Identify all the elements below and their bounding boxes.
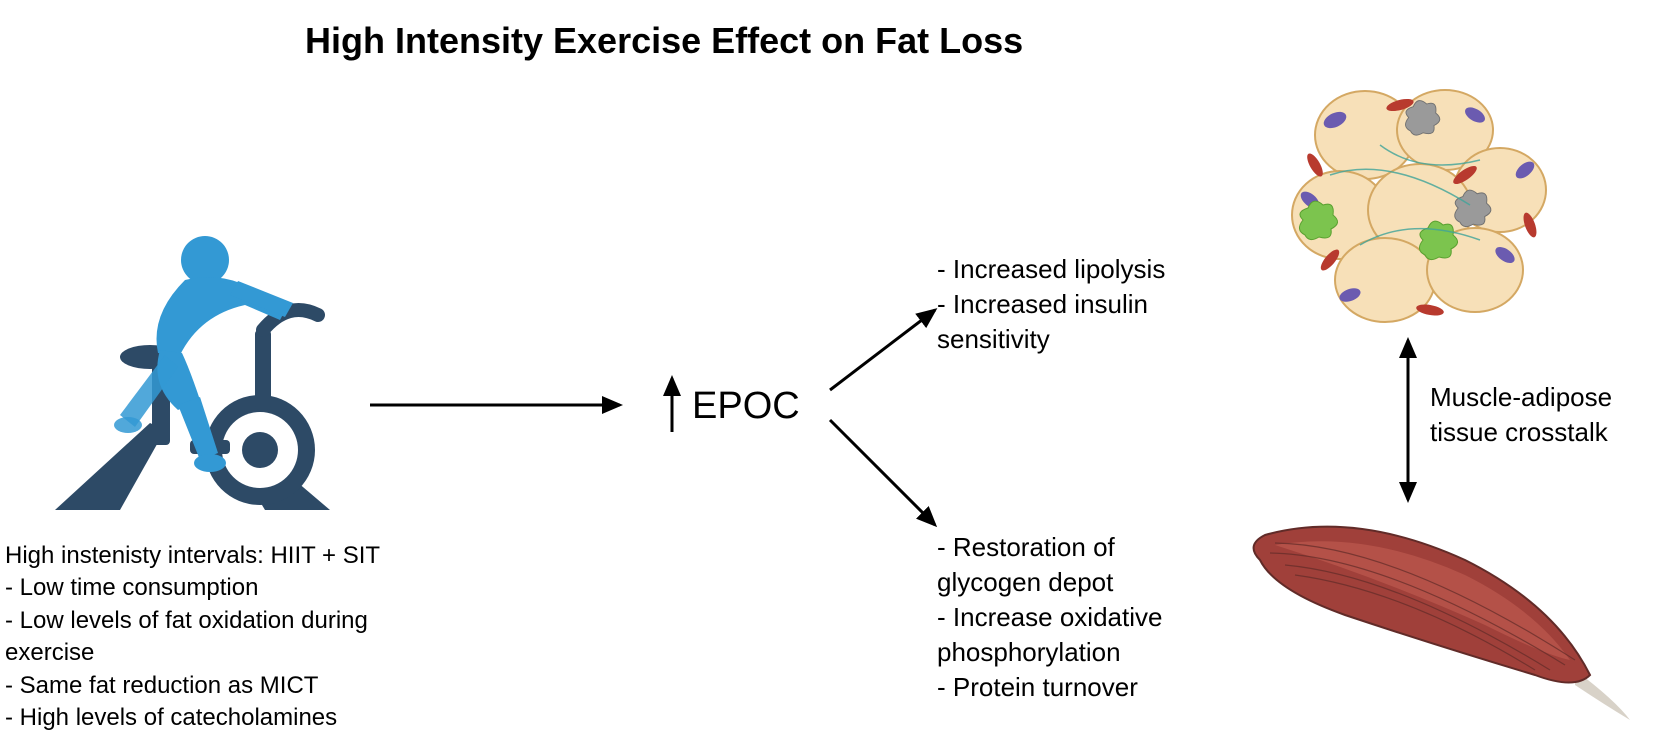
muscle-effects-text: - Restoration of glycogen depot - Increa… [937,530,1162,705]
arrow-epoc-to-muscle [830,420,935,525]
diagram-title: High Intensity Exercise Effect on Fat Lo… [305,20,1023,62]
muscle-icon [1235,505,1635,730]
adipose-effects-text: - Increased lipolysis - Increased insuli… [937,252,1165,357]
exercise-caption: High instenisty intervals: HIIT + SIT - … [5,540,380,734]
exercise-bike-icon [50,235,350,530]
arrow-epoc-to-adipose [830,310,935,390]
epoc-label: EPOC [692,385,800,428]
adipose-tissue-icon [1270,75,1560,340]
crosstalk-label: Muscle-adipose tissue crosstalk [1430,380,1612,450]
